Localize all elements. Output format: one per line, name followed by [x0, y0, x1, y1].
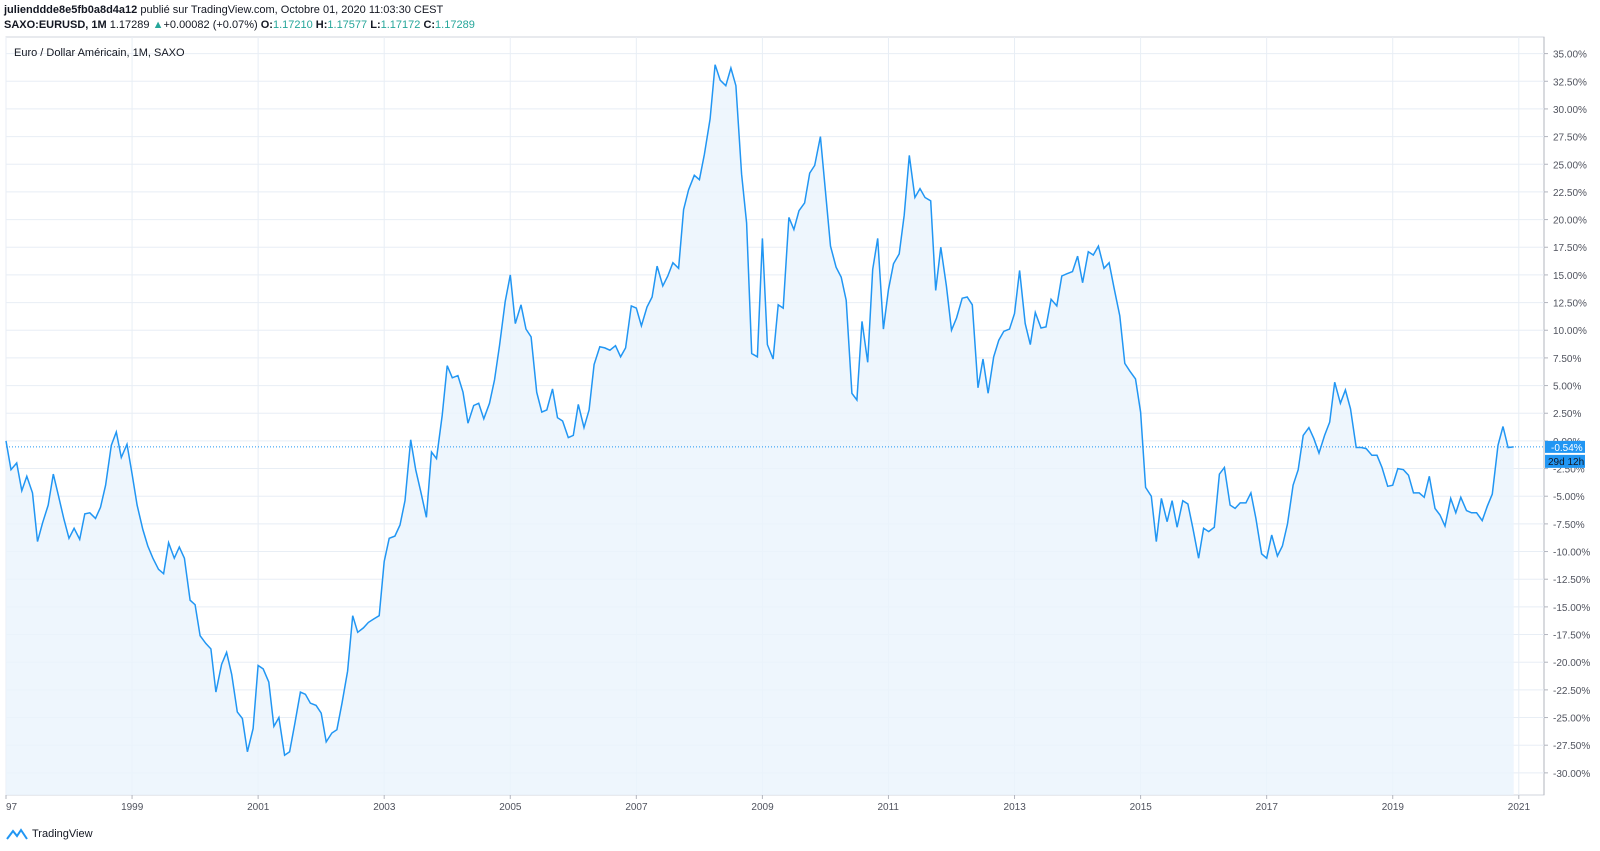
- y-tick-label: 12.50%: [1553, 299, 1587, 310]
- chart-title: Euro / Dollar Américain, 1M, SAXO: [14, 47, 185, 59]
- price-change: +0.00082 (+0.07%): [163, 19, 258, 31]
- y-tick-label: -27.50%: [1553, 741, 1590, 752]
- y-tick-label: -12.50%: [1553, 575, 1590, 586]
- y-tick-label: 35.00%: [1553, 50, 1587, 61]
- y-tick-label: 25.00%: [1553, 160, 1587, 171]
- x-tick-label: 2005: [499, 802, 522, 813]
- last-value-badges: -0.54% 29d 12h: [1545, 440, 1585, 468]
- x-tick-label: 2011: [877, 802, 899, 813]
- x-tick-label: 2017: [1256, 802, 1279, 813]
- y-tick-label: -17.50%: [1553, 631, 1590, 642]
- open-value: 1.17210: [272, 19, 313, 31]
- last-price: 1.17289: [109, 19, 150, 31]
- low-label: L:: [370, 19, 381, 31]
- y-tick-label: 32.50%: [1553, 77, 1587, 88]
- open-label: O:: [260, 19, 273, 31]
- y-tick-label: -10.00%: [1553, 548, 1590, 559]
- y-tick-label: 15.00%: [1553, 271, 1587, 282]
- y-tick-label: 7.50%: [1553, 354, 1581, 365]
- countdown-label: 29d 12h: [1548, 457, 1584, 468]
- countdown-badge: [1545, 454, 1585, 468]
- price-axis[interactable]: 35.00% 32.50% 30.00% 27.50% 25.00% 22.50% 20.0…: [1544, 50, 1590, 780]
- y-tick-label: -30.00%: [1553, 769, 1590, 780]
- y-tick-label: -25.00%: [1553, 714, 1590, 725]
- x-tick-label: 2021: [1508, 802, 1531, 813]
- y-tick-label: -20.00%: [1553, 658, 1590, 669]
- symbol-label: SAXO:EURUSD, 1M: [4, 19, 107, 31]
- y-tick-label: -15.00%: [1553, 603, 1590, 614]
- x-tick-label: 2013: [1004, 802, 1027, 813]
- y-tick-label: 30.00%: [1553, 105, 1587, 116]
- last-value-badge: [1545, 440, 1585, 453]
- publication-text: publié sur TradingView.com, Octobre 01, …: [137, 4, 444, 16]
- y-tick-label: 10.00%: [1553, 326, 1587, 337]
- y-tick-label: 2.50%: [1553, 409, 1581, 420]
- y-tick-label: 17.50%: [1553, 243, 1587, 254]
- up-arrow-icon: ▲: [152, 19, 164, 31]
- symbol-info: SAXO:EURUSD, 1M 1.17289 ▲+0.00082 (+0.07…: [4, 18, 475, 32]
- x-tick-label: 1999: [121, 802, 144, 813]
- y-tick-label: 20.00%: [1553, 216, 1587, 227]
- tradingview-icon: [6, 828, 28, 840]
- x-tick-label: 2009: [751, 802, 774, 813]
- publication-info: julienddde8e5fb0a8d4a12 publié sur Tradi…: [4, 3, 443, 17]
- x-tick-label: 97: [6, 802, 18, 813]
- high-value: 1.17577: [327, 19, 368, 31]
- tradingview-logo[interactable]: TradingView: [6, 828, 93, 840]
- y-tick-label: -5.00%: [1553, 492, 1585, 503]
- y-tick-label: 27.50%: [1553, 133, 1587, 144]
- x-tick-label: 2015: [1130, 802, 1153, 813]
- close-value: 1.17289: [435, 19, 475, 31]
- x-tick-label: 2019: [1382, 802, 1405, 813]
- y-tick-label: -2.50%: [1553, 465, 1585, 476]
- y-tick-label: -7.50%: [1553, 520, 1585, 531]
- high-label: H:: [315, 19, 328, 31]
- x-tick-label: 2003: [373, 802, 396, 813]
- x-tick-label: 2007: [625, 802, 648, 813]
- area-fill: [6, 64, 1514, 795]
- y-tick-label: 5.00%: [1553, 382, 1581, 393]
- low-value: 1.17172: [380, 19, 421, 31]
- author-name[interactable]: julienddde8e5fb0a8d4a12: [4, 4, 138, 16]
- y-tick-label: -22.50%: [1553, 686, 1590, 697]
- time-axis[interactable]: 97 1999 2001 2003 2005 2007 2009 2011 2013 2015 20…: [5, 795, 1531, 813]
- close-label: C:: [423, 19, 436, 31]
- brand-name: TradingView: [32, 828, 93, 840]
- last-value-label: -0.54%: [1551, 443, 1583, 454]
- x-tick-label: 2001: [247, 802, 270, 813]
- y-tick-label: 22.50%: [1553, 188, 1587, 199]
- series-line[interactable]: [5, 64, 1514, 757]
